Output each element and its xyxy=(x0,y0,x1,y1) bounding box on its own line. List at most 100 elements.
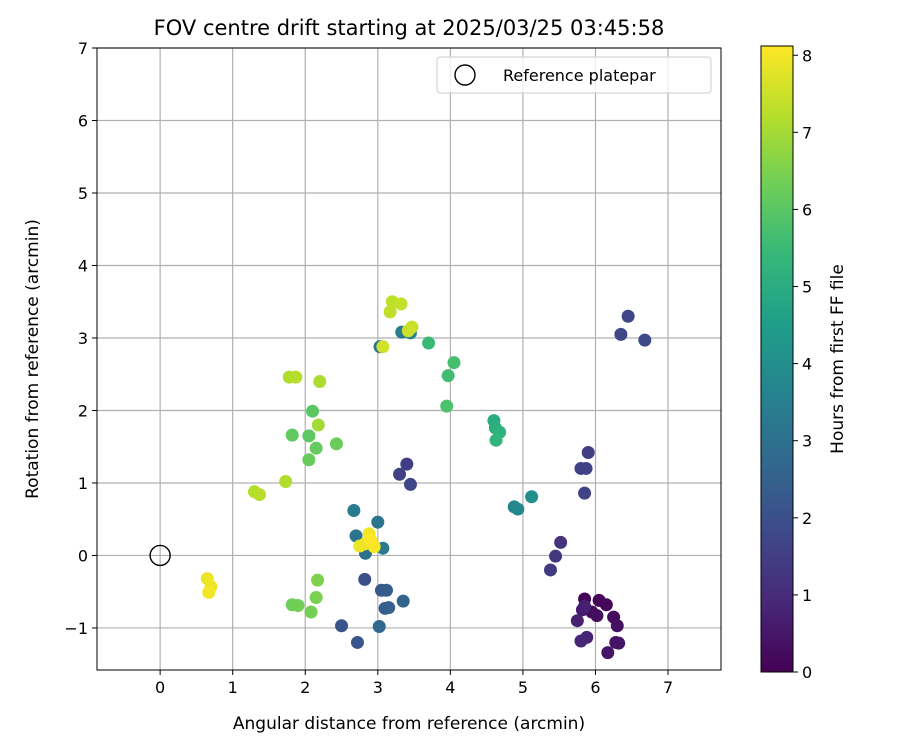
data-point xyxy=(311,418,325,432)
data-point xyxy=(305,404,319,418)
colorbar-tick-label: 4 xyxy=(802,355,812,374)
data-point xyxy=(394,297,408,311)
y-tick-label: 0 xyxy=(78,546,88,565)
data-point xyxy=(302,429,316,443)
data-point xyxy=(447,356,461,370)
x-tick-label: 0 xyxy=(155,678,165,697)
data-point xyxy=(511,502,525,516)
data-point xyxy=(621,309,635,323)
x-axis-ticks: 0 1 2 3 4 5 6 7 xyxy=(155,670,673,697)
data-point xyxy=(371,515,385,529)
data-point xyxy=(400,457,414,471)
colorbar-label: Hours from first FF file xyxy=(828,264,848,454)
data-point xyxy=(599,598,613,612)
data-point xyxy=(610,619,624,633)
data-point xyxy=(380,583,394,597)
data-point xyxy=(578,486,592,500)
colorbar-tick-label: 2 xyxy=(802,509,812,528)
y-tick-label: 3 xyxy=(78,329,88,348)
data-point xyxy=(396,594,410,608)
y-tick-label: 7 xyxy=(78,39,88,58)
data-point xyxy=(253,488,267,502)
x-tick-label: 5 xyxy=(518,678,528,697)
colorbar-tick-label: 7 xyxy=(802,123,812,142)
data-point xyxy=(401,324,415,338)
data-point xyxy=(347,504,361,518)
data-point xyxy=(554,535,568,549)
y-tick-label: 6 xyxy=(78,111,88,130)
y-tick-label: 2 xyxy=(78,401,88,420)
data-point xyxy=(291,598,305,612)
chart-title: FOV centre drift starting at 2025/03/25 … xyxy=(154,16,665,40)
data-point xyxy=(382,601,396,615)
data-point xyxy=(304,605,318,619)
data-point xyxy=(543,563,557,577)
data-point xyxy=(364,533,378,547)
colorbar-tick-label: 5 xyxy=(802,278,812,297)
data-point xyxy=(313,374,327,388)
plot-frame xyxy=(96,47,722,671)
grid xyxy=(97,47,721,670)
data-point xyxy=(350,635,364,649)
colorbar-gradient xyxy=(760,45,794,673)
colorbar-tick-label: 1 xyxy=(802,586,812,605)
data-point xyxy=(525,490,539,504)
legend-marker xyxy=(454,64,476,86)
data-point xyxy=(549,549,563,563)
data-point xyxy=(574,634,588,648)
x-tick-label: 2 xyxy=(300,678,310,697)
data-point xyxy=(376,340,390,354)
colorbar-tick-label: 0 xyxy=(802,663,812,682)
data-point xyxy=(638,333,652,347)
x-axis-label: Angular distance from reference (arcmin) xyxy=(233,714,585,734)
colorbar-tick-label: 6 xyxy=(802,200,812,219)
data-point xyxy=(440,399,454,413)
data-point xyxy=(489,433,503,447)
colorbar: 0 1 2 3 4 5 6 7 8 Hours from first FF file xyxy=(760,45,848,682)
data-point xyxy=(590,609,604,623)
data-point xyxy=(302,453,316,467)
data-point xyxy=(311,573,325,587)
y-tick-label: 1 xyxy=(78,474,88,493)
x-tick-label: 7 xyxy=(663,678,673,697)
data-point xyxy=(309,591,323,605)
data-point xyxy=(614,327,628,341)
colorbar-tick-label: 8 xyxy=(802,46,812,65)
data-point xyxy=(441,369,455,383)
y-tick-label: 4 xyxy=(78,256,88,275)
y-axis-ticks: −1 0 1 2 3 4 5 6 7 xyxy=(64,39,97,638)
data-point xyxy=(358,572,372,586)
legend: Reference platepar xyxy=(436,56,712,94)
x-tick-label: 6 xyxy=(590,678,600,697)
x-tick-label: 1 xyxy=(228,678,238,697)
data-point xyxy=(285,428,299,442)
y-axis-label: Rotation from reference (arcmin) xyxy=(23,219,43,499)
legend-box xyxy=(436,56,712,94)
y-tick-label: −1 xyxy=(64,619,88,638)
x-tick-label: 3 xyxy=(373,678,383,697)
x-tick-label: 4 xyxy=(445,678,455,697)
data-point xyxy=(422,336,436,350)
data-points xyxy=(200,295,652,660)
data-point xyxy=(570,614,584,628)
data-point xyxy=(335,619,349,633)
data-point xyxy=(309,441,323,455)
data-point xyxy=(579,461,593,475)
data-point xyxy=(202,585,216,599)
data-point xyxy=(383,305,397,319)
data-point xyxy=(612,636,626,650)
data-point xyxy=(349,529,363,543)
data-point xyxy=(601,646,615,660)
data-point xyxy=(329,437,343,451)
legend-entry-label: Reference platepar xyxy=(503,66,656,85)
data-point xyxy=(289,370,303,384)
data-point xyxy=(279,475,293,489)
reference-platepar-marker xyxy=(149,544,171,567)
colorbar-ticks: 0 1 2 3 4 5 6 7 8 xyxy=(793,46,812,682)
reference-marker-layer xyxy=(149,544,171,567)
data-point xyxy=(393,467,407,481)
data-point xyxy=(372,620,386,634)
data-point xyxy=(581,446,595,460)
data-point xyxy=(578,599,592,613)
